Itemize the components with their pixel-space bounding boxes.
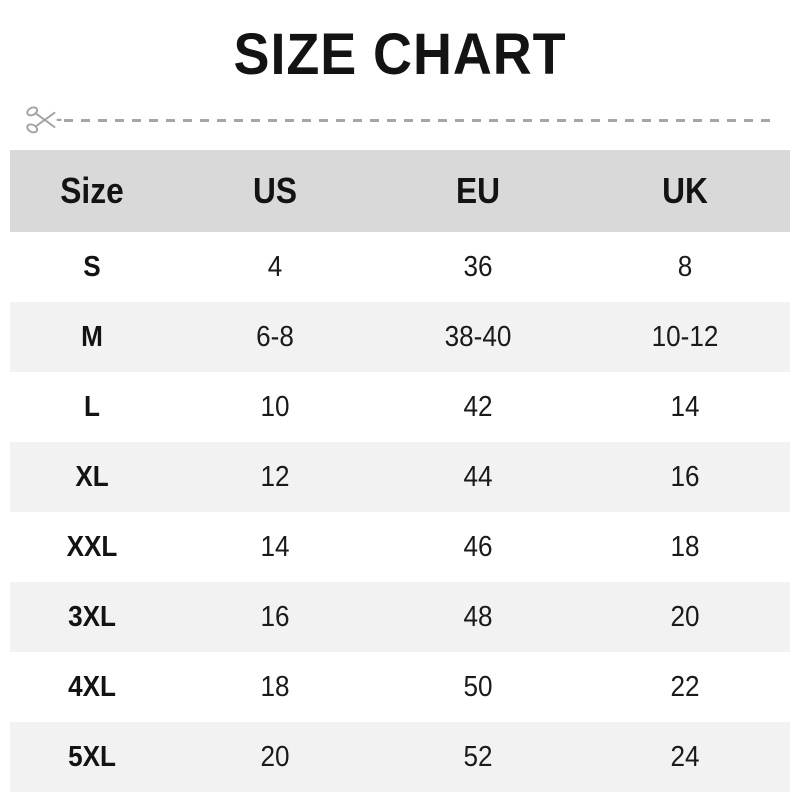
cell-size: 5XL — [68, 740, 116, 773]
cell-uk: 20 — [670, 600, 700, 633]
table-row: 4XL 18 50 22 — [10, 652, 790, 722]
cell-us: 4 — [267, 250, 283, 283]
cell-eu: 36 — [463, 250, 493, 283]
table-header-row: Size US EU UK — [10, 150, 790, 232]
cell-uk: 8 — [677, 250, 693, 283]
column-header-eu: EU — [455, 170, 500, 211]
dashed-cut-line — [64, 119, 772, 122]
table-row: XXL 14 46 18 — [10, 512, 790, 582]
cell-uk: 14 — [670, 390, 700, 423]
table-row: L 10 42 14 — [10, 372, 790, 442]
table-row: M 6-8 38-40 10-12 — [10, 302, 790, 372]
column-header-uk: UK — [662, 170, 708, 211]
cell-size: L — [84, 390, 100, 423]
column-header-us: US — [252, 170, 297, 211]
cell-uk: 24 — [670, 740, 700, 773]
cell-us: 10 — [260, 390, 290, 423]
cell-eu: 50 — [463, 670, 493, 703]
cell-us: 14 — [260, 530, 290, 563]
page-title: SIZE CHART — [233, 22, 567, 87]
cell-us: 16 — [260, 600, 290, 633]
size-chart-table: Size US EU UK S 4 36 8 M 6-8 38-40 10-12… — [10, 150, 790, 792]
cell-size: S — [83, 250, 101, 283]
column-header-size: Size — [60, 170, 124, 211]
cell-us: 20 — [260, 740, 290, 773]
cell-uk: 22 — [670, 670, 700, 703]
cell-eu: 44 — [463, 460, 493, 493]
cell-us: 18 — [260, 670, 290, 703]
cell-uk: 16 — [670, 460, 700, 493]
cut-line — [20, 101, 776, 139]
cell-eu: 42 — [463, 390, 493, 423]
cell-size: 4XL — [68, 670, 116, 703]
table-row: 5XL 20 52 24 — [10, 722, 790, 792]
cell-uk: 10-12 — [651, 320, 719, 353]
scissors-icon — [26, 106, 62, 134]
cell-eu: 52 — [463, 740, 493, 773]
table-row: 3XL 16 48 20 — [10, 582, 790, 652]
cell-eu: 38-40 — [444, 320, 512, 353]
cell-uk: 18 — [670, 530, 700, 563]
cell-size: XXL — [66, 530, 118, 563]
table-row: S 4 36 8 — [10, 232, 790, 302]
table-row: XL 12 44 16 — [10, 442, 790, 512]
cell-us: 6-8 — [256, 320, 294, 353]
cell-eu: 46 — [463, 530, 493, 563]
cell-size: M — [81, 320, 103, 353]
cell-size: XL — [75, 460, 109, 493]
cell-size: 3XL — [68, 600, 116, 633]
cell-eu: 48 — [463, 600, 493, 633]
cell-us: 12 — [260, 460, 290, 493]
